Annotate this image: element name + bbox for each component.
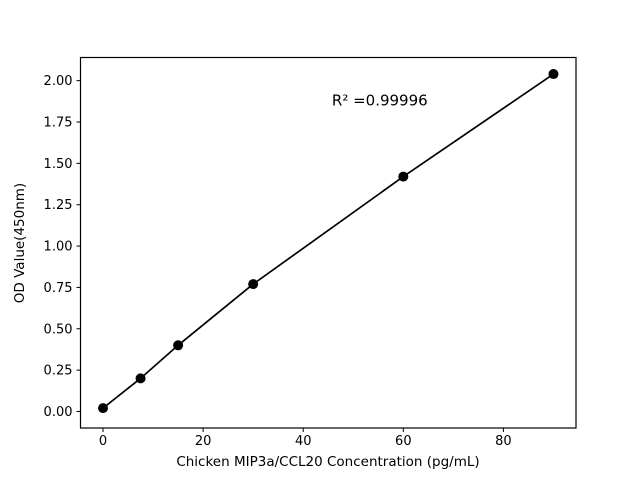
data-point (135, 373, 146, 384)
y-tick-label: 0.00 (44, 405, 73, 420)
data-point (398, 171, 409, 182)
data-point (173, 340, 184, 351)
axis-ticks: 0 20 40 60 80 0.00 0.25 0.50 0.75 1.00 1.25 1.50 1.7… (44, 74, 512, 449)
data-series (98, 69, 559, 414)
x-tick-label: 40 (295, 434, 312, 449)
y-tick-label: 0.75 (44, 281, 73, 296)
x-axis-label: Chicken MIP3a/CCL20 Concentration (pg/mL… (176, 454, 479, 470)
x-tick-label: 80 (495, 434, 512, 449)
y-tick-label: 0.25 (44, 364, 73, 379)
axes-frame (79, 56, 577, 429)
y-axis-label: OD Value(450nm) (12, 183, 28, 303)
data-point (98, 403, 109, 414)
y-tick-label: 1.25 (44, 198, 73, 213)
y-tick-label: 2.00 (44, 74, 73, 89)
y-tick-label: 1.75 (44, 116, 73, 131)
data-point (548, 69, 559, 80)
x-tick-label: 20 (195, 434, 212, 449)
x-tick-label: 60 (395, 434, 412, 449)
y-tick-label: 1.50 (44, 157, 73, 172)
y-tick-label: 1.00 (44, 240, 73, 255)
data-point (248, 279, 259, 290)
r-squared-annotation: R² =0.99996 (332, 92, 428, 110)
y-tick-label: 0.50 (44, 322, 73, 337)
standard-curve-line (102, 73, 554, 409)
x-tick-label: 0 (99, 434, 107, 449)
